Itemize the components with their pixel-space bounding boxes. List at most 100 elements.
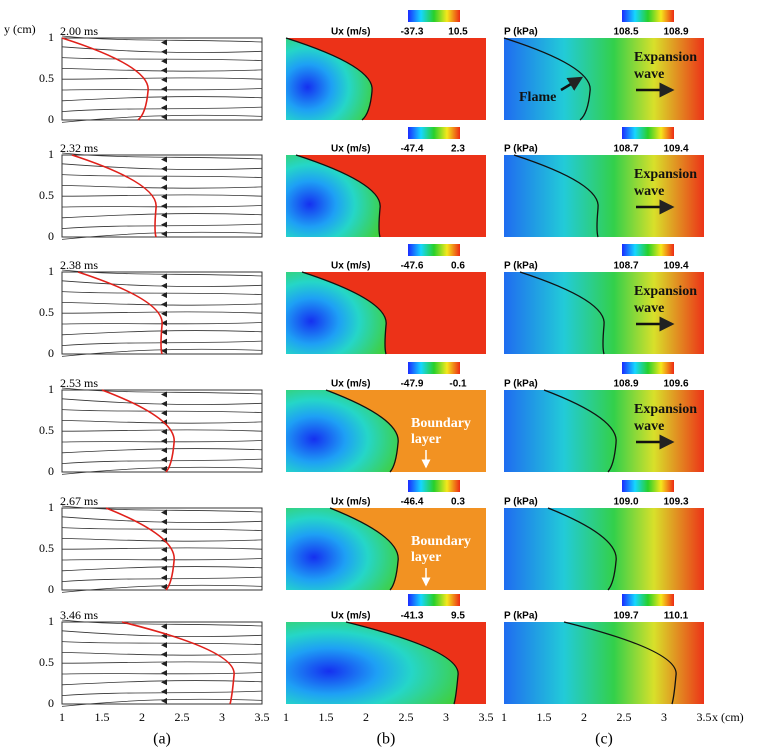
y-tick-label: 1 <box>48 500 54 514</box>
time-label: 2.53 ms <box>60 376 98 390</box>
flame-front <box>121 621 235 705</box>
streamline <box>61 558 263 561</box>
y-tick-label: 1 <box>48 30 54 44</box>
streamline <box>61 77 263 80</box>
streamline <box>61 291 263 295</box>
ux-region <box>286 155 381 237</box>
flame-front <box>77 271 163 355</box>
y-tick-label: 0.5 <box>39 655 54 669</box>
x-tick-label: 3.5 <box>255 710 270 724</box>
colorbar-min: -47.9 <box>401 379 424 390</box>
colorbar-title: Ux (m/s) <box>331 497 370 508</box>
annotation: Flame <box>519 90 556 105</box>
streamline <box>61 348 263 357</box>
annotation: Expansion <box>634 50 697 65</box>
colorbar-min: -37.3 <box>401 27 424 38</box>
annotation: wave <box>634 184 664 199</box>
ux-region <box>286 622 459 704</box>
colorbar-max: 109.3 <box>663 497 688 508</box>
colorbar <box>622 480 674 492</box>
streamline <box>61 466 263 475</box>
streamline <box>61 566 263 572</box>
streamline <box>61 340 263 346</box>
colorbar <box>408 362 460 374</box>
annotation: wave <box>634 67 664 82</box>
y-tick-label: 0.5 <box>39 71 54 85</box>
pressure-field <box>504 155 704 237</box>
streamline <box>61 174 263 178</box>
flame-front <box>503 37 591 121</box>
colorbar-title: P (kPa) <box>504 379 538 390</box>
y-tick-label: 0 <box>48 582 54 596</box>
y-tick-label: 0.5 <box>39 305 54 319</box>
colorbar-title: P (kPa) <box>504 497 538 508</box>
x-tick-label: 2 <box>581 710 587 724</box>
streamline <box>61 57 263 61</box>
time-label: 3.46 ms <box>60 608 98 622</box>
x-tick-label: 1.5 <box>537 710 552 724</box>
colorbar-min: -41.3 <box>401 611 424 622</box>
streamline <box>61 387 263 395</box>
colorbar-max: -0.1 <box>449 379 467 390</box>
streamline <box>61 163 263 170</box>
streamline <box>61 641 263 645</box>
x-tick-label: 2 <box>139 710 145 724</box>
y-tick-label: 1 <box>48 264 54 278</box>
colorbar-min: 109.0 <box>613 497 638 508</box>
colorbar-title: P (kPa) <box>504 27 538 38</box>
pressure-field <box>504 272 704 354</box>
x-tick-label: 2.5 <box>617 710 632 724</box>
colorbar-min: -47.6 <box>401 261 424 272</box>
streamline <box>61 409 263 413</box>
streamline <box>61 527 263 531</box>
flame-front <box>345 621 459 705</box>
streamline <box>61 46 263 53</box>
colorbar-min: 109.7 <box>613 611 638 622</box>
x-tick-label: 1.5 <box>95 710 110 724</box>
flame-front <box>105 507 175 591</box>
flame-front <box>285 37 373 121</box>
flame-front <box>513 154 599 238</box>
x-tick-label: 3 <box>219 710 225 724</box>
y-tick-label: 0.5 <box>39 188 54 202</box>
x-tick-label: 1 <box>501 710 507 724</box>
time-label: 2.38 ms <box>60 258 98 272</box>
y-tick-label: 0 <box>48 229 54 243</box>
pressure-field <box>504 390 704 472</box>
streamline <box>61 420 263 424</box>
colorbar <box>408 10 460 22</box>
colorbar-min: 108.7 <box>613 261 638 272</box>
streamline <box>61 505 263 513</box>
annotation: Expansion <box>634 167 697 182</box>
annotation: Expansion <box>634 402 697 417</box>
colorbar-max: 109.6 <box>663 379 688 390</box>
colorbar-max: 2.3 <box>451 144 465 155</box>
y-axis-label: y (cm) <box>4 22 36 36</box>
streamline <box>61 35 263 43</box>
flame-front <box>295 154 381 238</box>
streamline <box>61 269 263 277</box>
colorbar <box>622 10 674 22</box>
x-tick-label: 3.5 <box>697 710 712 724</box>
flame-front <box>101 389 175 473</box>
streamline <box>61 114 263 123</box>
y-tick-label: 0 <box>48 112 54 126</box>
colorbar <box>622 362 674 374</box>
streamline <box>61 280 263 287</box>
streamline <box>61 661 263 664</box>
flame-front <box>71 154 157 238</box>
column-label: (a) <box>153 731 171 748</box>
streamline <box>61 440 263 443</box>
streamline <box>61 88 263 91</box>
streamline <box>61 630 263 637</box>
colorbar-min: -47.4 <box>401 144 424 155</box>
streamline <box>61 516 263 523</box>
streamline <box>61 584 263 593</box>
time-label: 2.32 ms <box>60 141 98 155</box>
pressure-field <box>504 38 704 120</box>
y-tick-label: 1 <box>48 382 54 396</box>
colorbar <box>408 480 460 492</box>
colorbar-max: 9.5 <box>451 611 465 622</box>
x-tick-label: 2.5 <box>399 710 414 724</box>
streamline <box>61 96 263 102</box>
